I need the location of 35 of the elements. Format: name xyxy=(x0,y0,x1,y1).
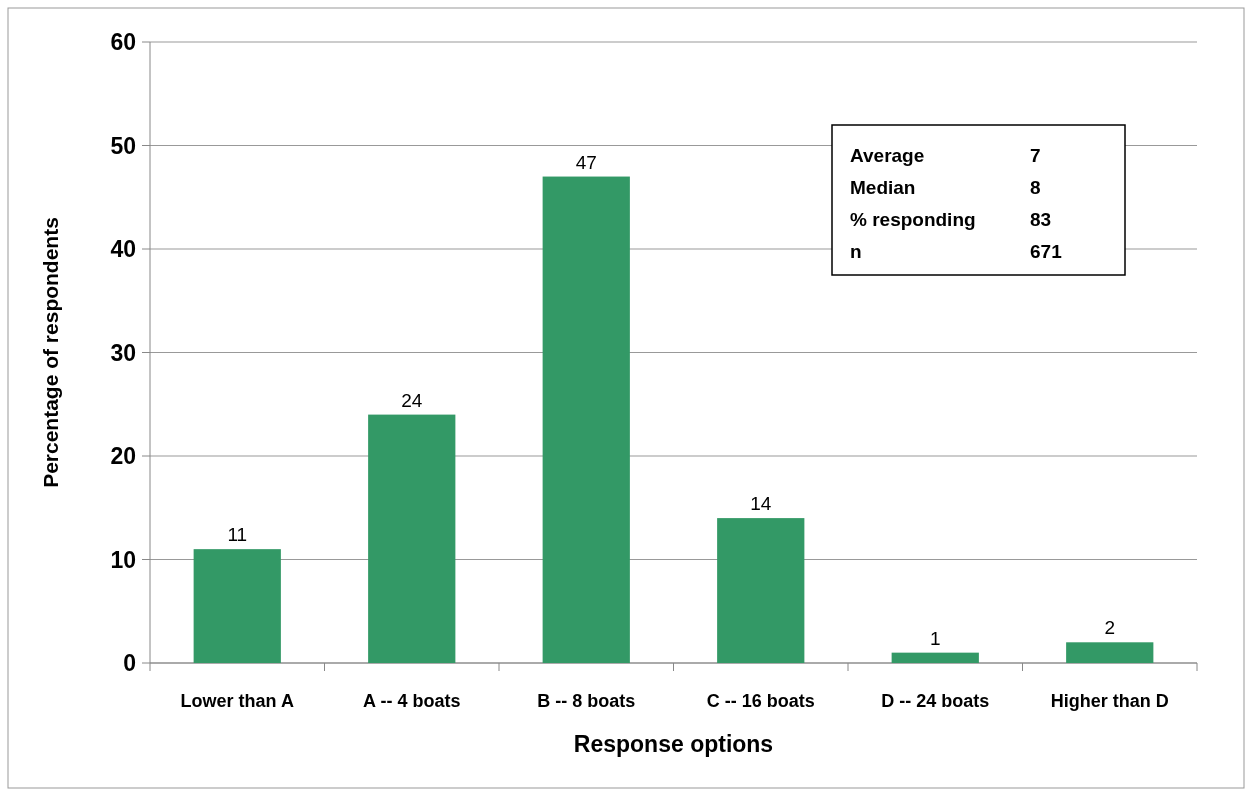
y-tick-label: 30 xyxy=(110,339,136,366)
x-tick-label: D -- 24 boats xyxy=(881,691,990,711)
x-tick-label: Lower than A xyxy=(180,691,294,711)
bar xyxy=(368,414,456,663)
x-tick-label: C -- 16 boats xyxy=(706,691,815,711)
x-tick-label: B -- 8 boats xyxy=(537,691,636,711)
data-label: 11 xyxy=(227,524,248,546)
bar xyxy=(1066,642,1154,663)
bar xyxy=(891,652,979,663)
data-label: 2 xyxy=(1104,617,1116,639)
annotation: 8 xyxy=(1030,177,1041,198)
bar xyxy=(542,176,630,663)
annotation: 7 xyxy=(1030,145,1041,166)
bar xyxy=(193,549,281,663)
y-tick-label: 10 xyxy=(110,546,136,573)
annotation: n xyxy=(850,241,862,262)
data-label: 24 xyxy=(401,389,423,411)
annotation: Median xyxy=(850,177,916,198)
data-label: 1 xyxy=(929,627,941,649)
annotation: % responding xyxy=(850,209,976,230)
x-axis-title: Response options xyxy=(573,731,774,757)
y-tick-label: 50 xyxy=(110,132,136,159)
data-label: 14 xyxy=(750,493,772,515)
y-tick-label: 60 xyxy=(110,29,136,56)
y-axis-title: Percentage of respondents xyxy=(39,217,62,488)
data-label: 47 xyxy=(575,151,597,173)
annotation: Average xyxy=(850,145,925,166)
y-tick-label: 20 xyxy=(110,443,136,470)
x-tick-label: A -- 4 boats xyxy=(363,691,461,711)
bar xyxy=(717,518,805,663)
annotation: 671 xyxy=(1030,241,1063,262)
annotation: 83 xyxy=(1030,209,1052,230)
y-tick-label: 0 xyxy=(123,650,136,677)
x-tick-label: Higher than D xyxy=(1050,691,1169,711)
y-tick-label: 40 xyxy=(110,236,136,263)
